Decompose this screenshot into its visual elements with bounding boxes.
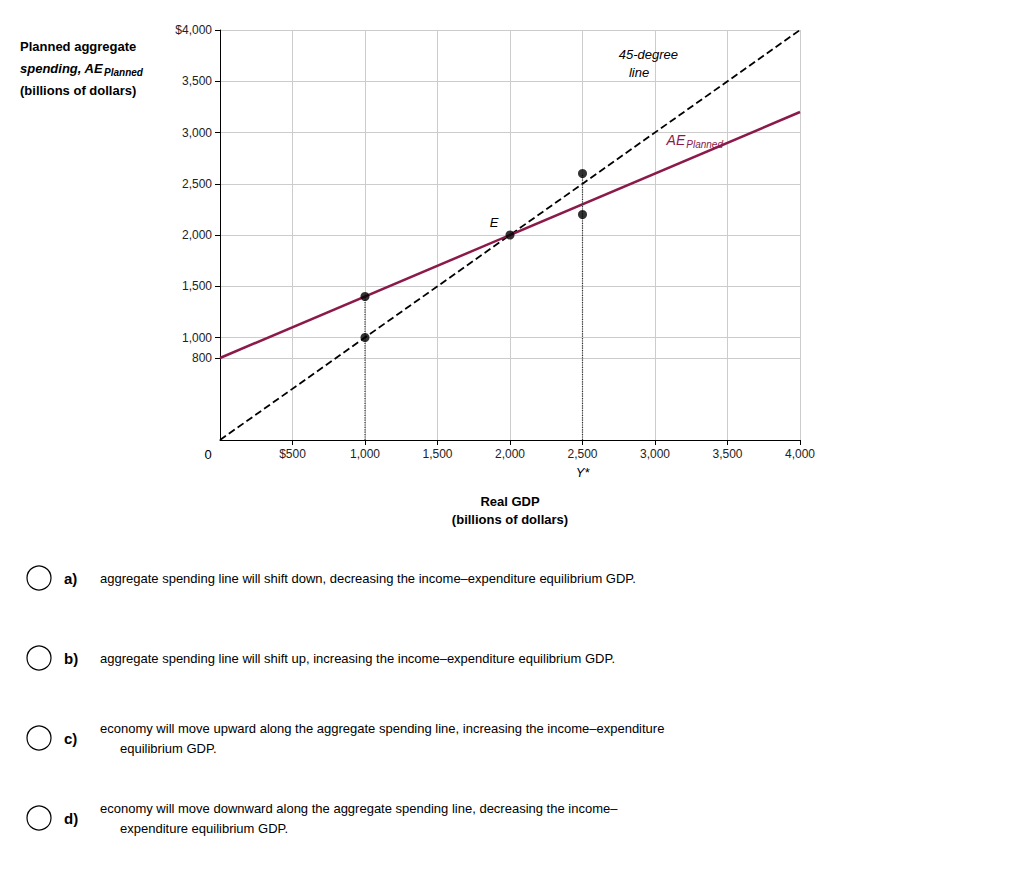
svg-text:3,000: 3,000 xyxy=(182,126,212,140)
svg-text:(billions of dollars): (billions of dollars) xyxy=(20,83,136,98)
svg-text:Y*: Y* xyxy=(576,465,591,480)
svg-text:1,000: 1,000 xyxy=(182,331,212,345)
svg-text:800: 800 xyxy=(192,351,212,365)
svg-text:1,000: 1,000 xyxy=(350,447,380,461)
svg-text:3,000: 3,000 xyxy=(640,447,670,461)
svg-text:3,500: 3,500 xyxy=(712,447,742,461)
svg-text:2,000: 2,000 xyxy=(182,228,212,242)
svg-text:$4,000: $4,000 xyxy=(175,23,212,37)
svg-text:3,500: 3,500 xyxy=(182,74,212,88)
svg-text:a): a) xyxy=(64,570,77,587)
svg-text:45-degree: 45-degree xyxy=(619,47,678,62)
svg-text:b): b) xyxy=(64,650,78,667)
svg-text:AE: AE xyxy=(666,132,686,148)
svg-text:1,500: 1,500 xyxy=(422,447,452,461)
svg-text:line: line xyxy=(629,65,649,80)
svg-text:Planned aggregate: Planned aggregate xyxy=(20,39,136,54)
svg-text:$500: $500 xyxy=(279,447,306,461)
svg-text:expenditure equilibrium GDP.: expenditure equilibrium GDP. xyxy=(120,821,288,836)
svg-text:0: 0 xyxy=(204,447,211,462)
svg-text:2,000: 2,000 xyxy=(495,447,525,461)
svg-text:equilibrium GDP.: equilibrium GDP. xyxy=(120,741,217,756)
svg-text:aggregate spending line will s: aggregate spending line will shift up, i… xyxy=(100,651,615,666)
svg-text:d): d) xyxy=(64,810,78,827)
svg-text:aggregate spending line will s: aggregate spending line will shift down,… xyxy=(100,571,636,586)
svg-text:spending, AE: spending, AE xyxy=(20,61,103,76)
svg-text:economy will move upward along: economy will move upward along the aggre… xyxy=(100,721,664,736)
svg-text:E: E xyxy=(490,215,499,230)
svg-text:Planned: Planned xyxy=(686,139,723,150)
svg-text:economy will move downward alo: economy will move downward along the agg… xyxy=(100,801,618,816)
svg-text:(billions of dollars): (billions of dollars) xyxy=(452,512,568,527)
svg-text:c): c) xyxy=(64,730,77,747)
svg-text:Real GDP: Real GDP xyxy=(480,494,540,509)
svg-text:2,500: 2,500 xyxy=(182,177,212,191)
svg-text:Planned: Planned xyxy=(104,67,144,78)
svg-text:4,000: 4,000 xyxy=(785,447,815,461)
svg-text:1,500: 1,500 xyxy=(182,279,212,293)
svg-text:2,500: 2,500 xyxy=(567,447,597,461)
